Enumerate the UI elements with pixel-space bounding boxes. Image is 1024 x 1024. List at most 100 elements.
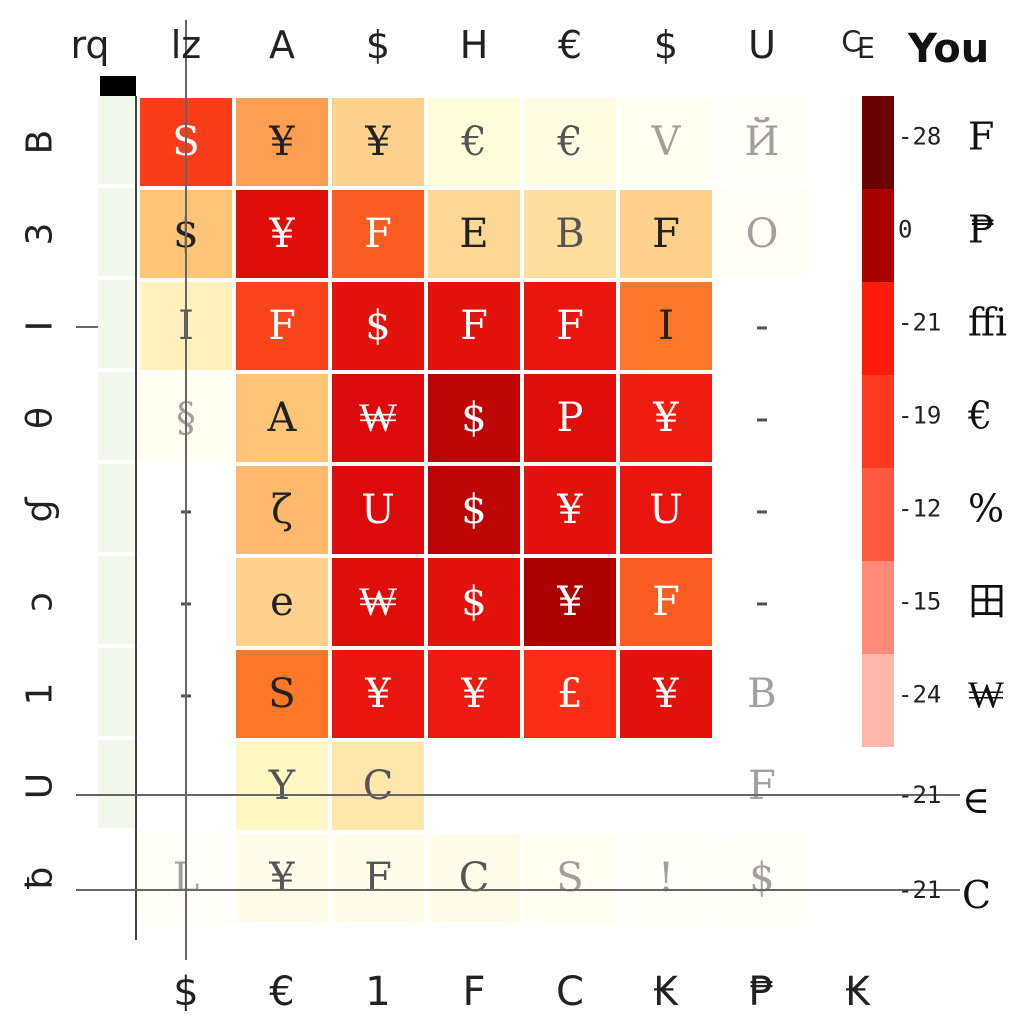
heatmap-cell [620, 834, 712, 922]
colorbar-glyph: % [968, 487, 1004, 531]
cell-label: F [556, 303, 584, 349]
colorbar-glyph: F [968, 115, 994, 159]
colorbar-tick-label: -24 [898, 681, 941, 709]
heatmap-cell [716, 558, 808, 646]
bottom-tick-label: C [556, 969, 584, 1015]
cell-label: $ [461, 579, 486, 625]
cell-label: ¥ [556, 487, 583, 533]
colorbar-glyph: ₱ [968, 208, 995, 252]
heatmap-cell [428, 834, 520, 922]
cell-label: ¥ [652, 671, 679, 717]
row-label: I [20, 321, 61, 332]
top-tick-label: H [460, 23, 489, 67]
heatmap-cell [620, 282, 712, 370]
cell-label: B [747, 671, 776, 717]
colorbar-glyph: ∈ [962, 778, 990, 822]
heatmap-cell [332, 282, 424, 370]
colorbar-tick-label: -21 [898, 876, 941, 904]
bottom-tick-label: $ [173, 969, 198, 1015]
row-label: ɠ [20, 497, 61, 523]
colorbar-tick-label: -28 [898, 123, 941, 151]
heatmap-cell [620, 374, 712, 462]
cell-label: - [755, 579, 769, 625]
cell-label: $ [365, 303, 390, 349]
top-tick-label: € [558, 23, 582, 67]
bottom-tick-label: F [462, 969, 485, 1015]
bottom-tick-label: ₱ [749, 969, 774, 1015]
cell-label: ζ [271, 487, 293, 533]
cell-label: S [556, 855, 583, 901]
heatmap-cell [524, 834, 616, 922]
cell-label: - [755, 487, 769, 533]
cell-label: O [746, 211, 779, 257]
cell-label: ! [658, 855, 674, 901]
top-tick-label: $ [654, 23, 678, 67]
colorbar-segment [862, 561, 894, 654]
heatmap-cell [620, 190, 712, 278]
heatmap-cell [524, 466, 616, 554]
cell-label: ¥ [268, 855, 295, 901]
bottom-tick-label: ₭ [653, 969, 679, 1015]
heatmap-cell [236, 558, 328, 646]
top-tick-label: $ [366, 23, 390, 67]
colorbar-segment [862, 189, 894, 282]
cell-label: B [555, 211, 584, 257]
row-label: B [20, 130, 61, 155]
cell-label: ₩ [359, 395, 397, 441]
cell-label: € [460, 119, 486, 165]
heatmap-cell [428, 650, 520, 738]
colorbar-tick-label: -15 [898, 588, 941, 616]
cell-label: ¥ [652, 395, 679, 441]
cell-label: V [651, 119, 682, 165]
heatmap-cell [332, 466, 424, 554]
heatmap-cell [524, 650, 616, 738]
heatmap-cell [332, 374, 424, 462]
bottom-tick-label: € [269, 969, 294, 1015]
colorbar-glyph: € [967, 394, 992, 438]
cell-label: e [270, 579, 294, 625]
heatmap-cell [236, 374, 328, 462]
heatmap-cell [428, 98, 520, 186]
heatmap-cell [236, 466, 328, 554]
corner-marker [100, 76, 136, 96]
cell-label: ¥ [460, 671, 487, 717]
heatmap-cell [236, 190, 328, 278]
left-strip-cell [98, 96, 138, 184]
heatmap-cell [332, 742, 424, 830]
cell-label: ¥ [268, 119, 295, 165]
colorbar-glyph: ffi [968, 301, 1007, 345]
colorbar-tick-label: -21 [898, 309, 941, 337]
top-tick-label: A [269, 23, 295, 67]
heatmap-cell [716, 834, 808, 922]
cell-label: S [268, 671, 295, 717]
cell-label: P [557, 395, 584, 441]
grid-layer [76, 326, 100, 328]
heatmap-cell [524, 190, 616, 278]
cell-label: £ [557, 671, 582, 717]
cell-label: F [460, 303, 488, 349]
heatmap-cell [620, 466, 712, 554]
top-tick-label: U [748, 23, 776, 67]
cell-label: ₩ [359, 579, 397, 625]
cell-label: Y [268, 763, 296, 809]
row-label: U [20, 773, 61, 799]
heatmap-cell [428, 742, 520, 830]
heatmap-cell [332, 558, 424, 646]
heatmap-cell [332, 190, 424, 278]
top-tick-label: ₠ [841, 23, 874, 67]
heatmap-cell [236, 98, 328, 186]
cell-label: F [364, 855, 392, 901]
left-strip-cell [98, 556, 138, 644]
heatmap-cell [332, 98, 424, 186]
row-label: θ [20, 407, 61, 429]
cell-label: F [364, 211, 392, 257]
cell-label: F [748, 763, 776, 809]
cell-label: F [652, 211, 680, 257]
cell-label: $ [749, 855, 774, 901]
colorbar-tick-label: -12 [898, 495, 941, 523]
cell-label: € [556, 119, 582, 165]
heatmap-cell [428, 558, 520, 646]
colorbar-tick-label: 0 [898, 216, 912, 244]
